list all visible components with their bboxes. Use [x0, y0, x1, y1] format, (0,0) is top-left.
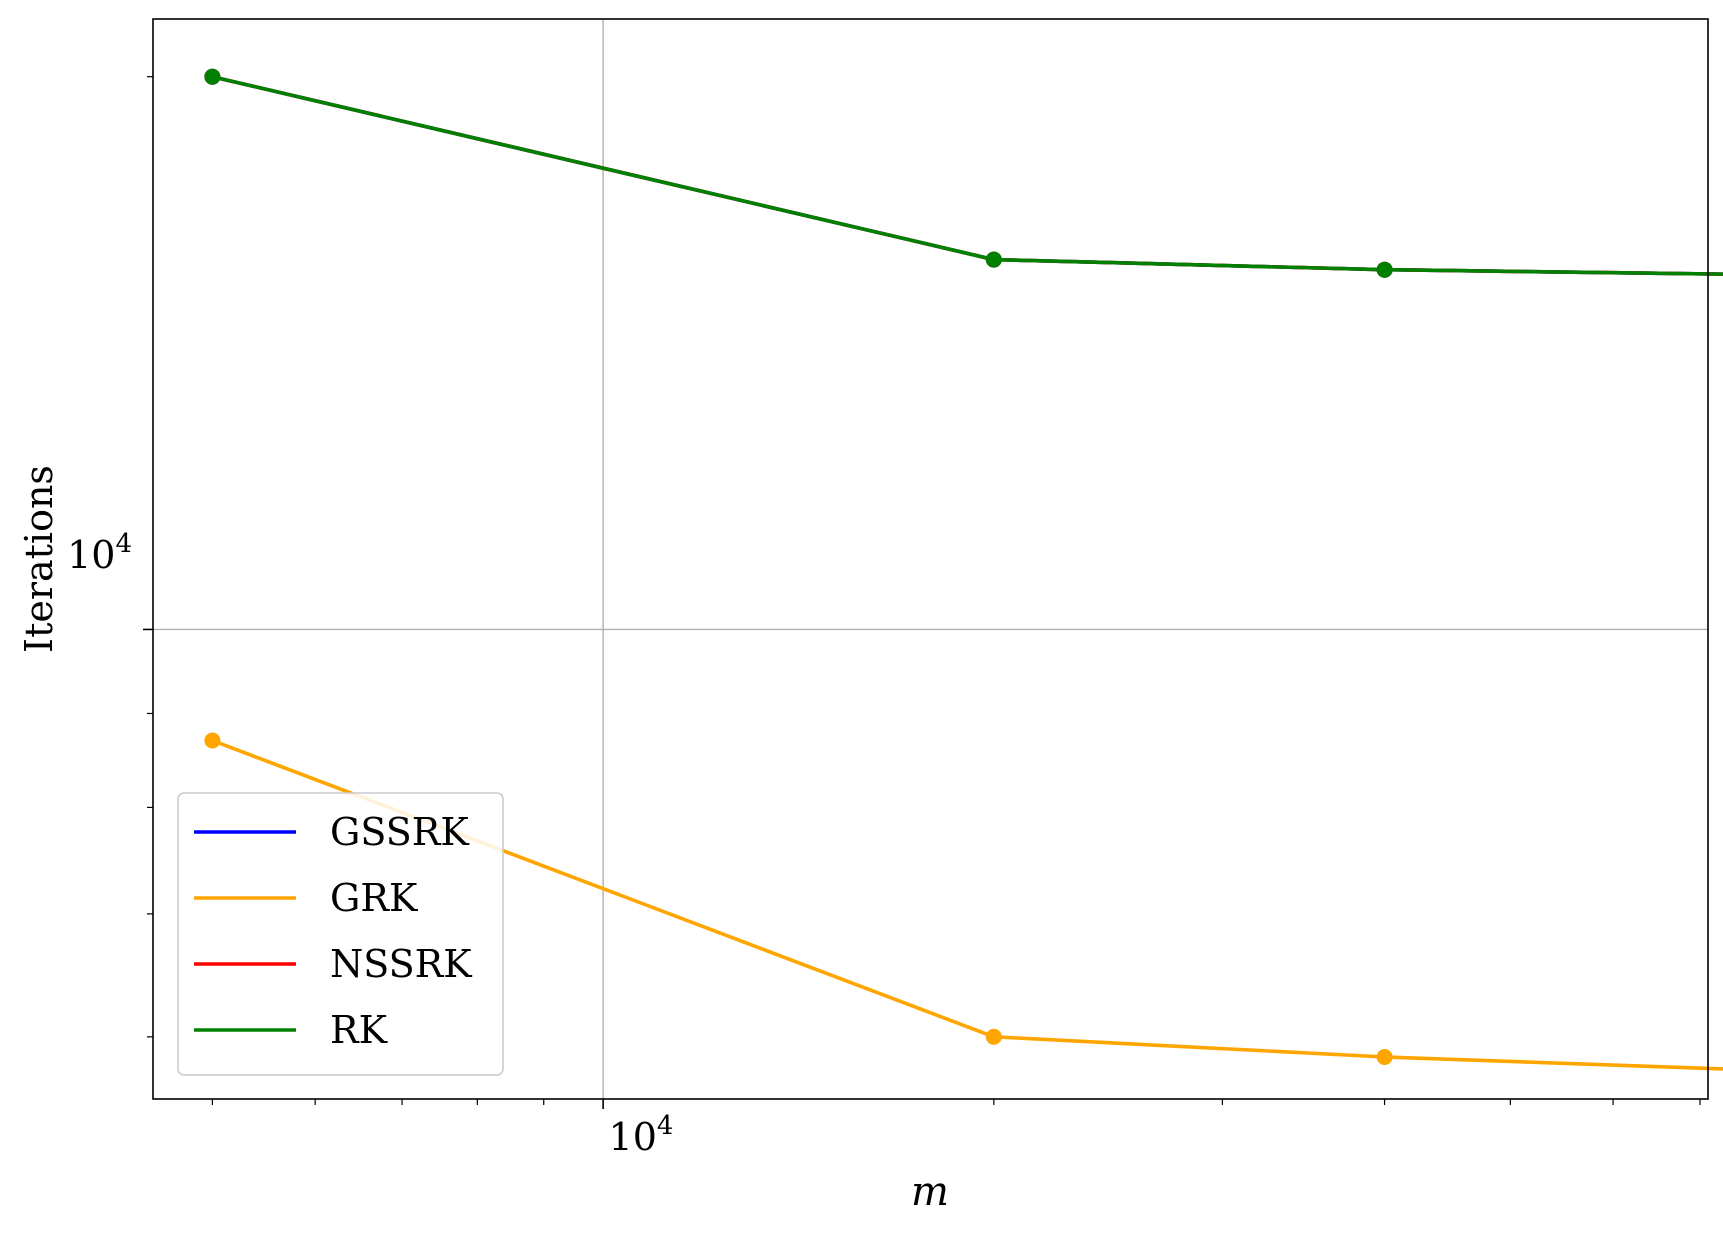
legend-label-nssrk: NSSRK — [330, 942, 472, 986]
legend: GSSRK GRK NSSRK RK — [178, 793, 503, 1075]
legend-label-grk: GRK — [330, 876, 418, 920]
data-point-rk — [986, 252, 1002, 268]
data-point-rk — [1377, 262, 1393, 278]
legend-label-gssrk: GSSRK — [330, 810, 469, 854]
y-axis-label: Iterations — [17, 465, 61, 653]
data-point-grk — [1377, 1049, 1393, 1065]
data-point-grk — [986, 1029, 1002, 1045]
legend-label-rk: RK — [330, 1008, 388, 1052]
x-axis-label: m — [911, 1169, 949, 1215]
data-point-grk — [204, 733, 220, 749]
data-point-rk — [204, 69, 220, 85]
